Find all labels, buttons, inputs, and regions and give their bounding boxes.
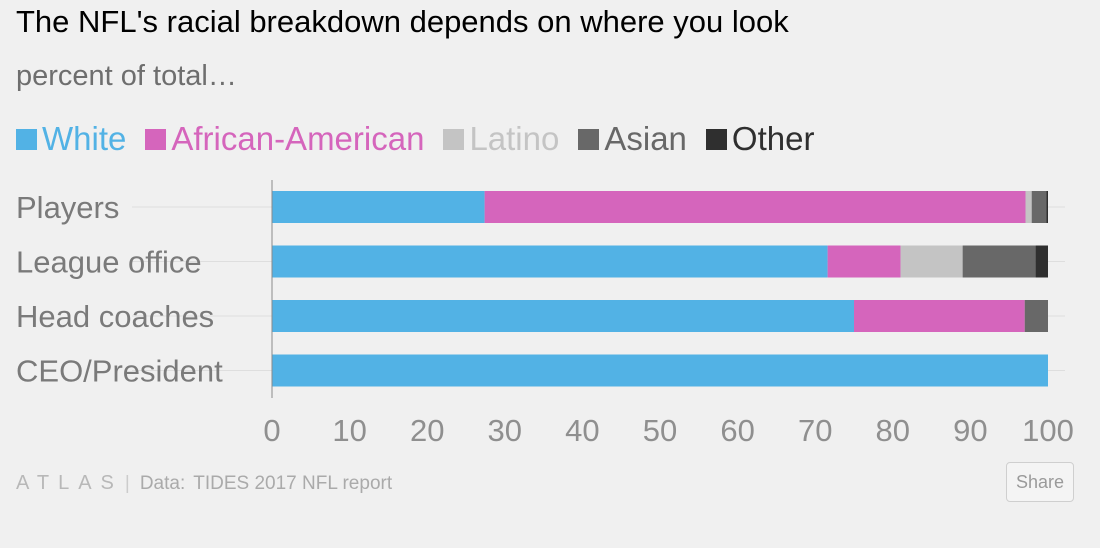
bar-segment-latino [1025,191,1032,223]
x-tick-label: 0 [263,413,280,448]
legend-swatch [578,128,600,150]
legend-label: African-American [171,120,425,157]
legend-item-african-american[interactable]: African-American [145,120,424,158]
legend-label: Other [731,120,815,157]
legend-label: Asian [604,120,687,157]
bar-segment-asian [1031,191,1047,223]
category-label: Head coaches [16,299,214,334]
x-tick-label: 10 [332,413,366,448]
legend-item-latino[interactable]: Latino [443,120,559,158]
bar-segment-african-american [827,245,901,278]
legend-swatch [145,128,167,150]
bar-segment-white [272,245,828,278]
footer-separator: | [124,472,130,494]
source-text: TIDES 2017 NFL report [193,472,393,494]
x-tick-label: 20 [410,413,444,448]
category-label: League office [16,245,202,280]
x-tick-label: 30 [488,413,522,448]
atlas-logo[interactable]: ATLAS [16,472,123,494]
x-tick-label: 80 [876,413,910,448]
share-button[interactable]: Share [1006,462,1074,502]
legend-swatch [443,128,465,150]
bar-segment-african-american [854,300,1025,332]
bar-segment-latino [900,245,963,278]
category-label: CEO/President [16,354,223,389]
x-tick-label: 60 [720,413,754,448]
chart-subtitle: percent of total… [16,60,237,92]
legend-item-other[interactable]: Other [705,120,815,158]
legend-label: White [42,120,127,157]
legend-item-white[interactable]: White [16,120,126,158]
x-tick-label: 70 [798,413,832,448]
footer: ATLAS | Data: TIDES 2017 NFL report [16,472,392,495]
bar-segment-asian [1024,300,1048,332]
x-tick-label: 40 [565,413,599,448]
source-prefix: Data: [139,472,186,494]
bar-segment-white [272,300,854,332]
bar-segment-other [1046,191,1048,223]
bar-segment-asian [962,245,1036,278]
category-label: Players [16,190,119,225]
x-tick-label: 90 [953,413,987,448]
legend: White African-American Latino Asian Other [16,120,833,158]
legend-label: Latino [469,120,560,157]
x-tick-label: 100 [1022,413,1074,448]
legend-swatch [705,128,727,150]
stacked-bar-chart: Players League office Head coaches CEO/Pres… [16,180,1074,448]
bar-segment-other [1035,245,1048,278]
chart-title: The NFL's racial breakdown depends on wh… [16,4,789,39]
bar-segment-african-american [484,191,1026,223]
bar-segment-white [272,354,1048,387]
x-tick-label: 50 [643,413,677,448]
bar-segment-white [272,191,485,223]
legend-swatch [16,128,37,150]
legend-item-asian[interactable]: Asian [578,120,687,158]
